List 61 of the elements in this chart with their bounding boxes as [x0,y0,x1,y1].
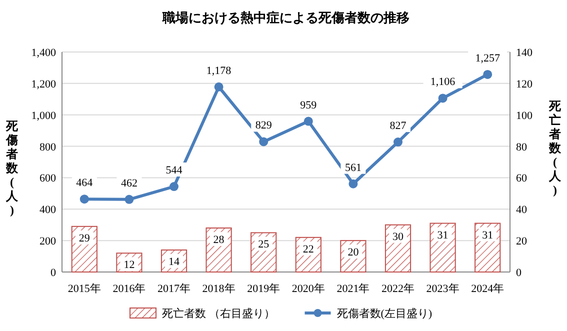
y-tick-label: 200 [40,236,56,248]
y2-tick-label: 100 [516,110,533,122]
data-label: 25 [258,238,270,251]
y2-tick-label: 0 [516,267,522,279]
y-tick-label: 800 [40,141,56,154]
data-label: 14 [168,256,180,268]
data-label: 12 [124,259,135,272]
y2-tick-label: 80 [516,141,528,154]
data-label: 28 [213,234,225,246]
point [438,94,448,103]
data-label: 462 [120,177,138,190]
legend-label: 死亡者数 （右目盛り） [162,307,275,320]
x-tick-label: 2024年 [471,283,504,295]
x-tick-label: 2015年 [68,283,101,295]
data-label: 561 [344,162,362,174]
y2-tick-label: 60 [516,172,528,185]
data-label: 31 [482,229,494,242]
x-tick-label: 2022年 [382,283,414,295]
y-tick-label: 1,000 [31,110,56,122]
y-axis-title: 死傷者数(人) [5,119,19,217]
x-tick-label: 2019年 [247,283,280,295]
chart-title: 職場における熱中症による死傷者数の推移 [162,10,410,25]
x-tick-label: 2017年 [158,283,190,295]
y2-tick-label: 140 [516,47,533,59]
data-label: 30 [392,230,404,243]
data-label: 1,257 [475,52,500,64]
legend-label: 死傷者数(左目盛り) [336,307,432,320]
y-tick-label: 1,400 [31,47,56,59]
data-label: 1,106 [430,76,456,88]
data-label: 22 [302,243,314,256]
y2-axis-title: 死亡者数(人) [548,99,562,197]
data-label: 959 [300,99,318,112]
x-tick-label: 2021年 [336,283,370,295]
point [483,70,492,79]
point [214,82,224,92]
y-tick-label: 0 [50,267,56,279]
point [124,194,134,204]
point [304,116,313,126]
data-label: 20 [348,246,360,259]
data-label: 544 [166,164,183,177]
x-tick-label: 2016年 [112,283,146,295]
data-label: 827 [390,120,407,132]
y2-tick-label: 120 [516,78,533,90]
x-tick-label: 2018年 [202,283,236,295]
x-tick-label: 2023年 [426,283,460,295]
data-label: 829 [255,120,272,132]
data-label: 31 [437,229,448,242]
data-label: 29 [78,232,90,244]
point [259,137,268,146]
y2-tick-label: 20 [516,236,528,248]
x-tick-label: 2020年 [292,283,325,295]
data-label: 1,178 [206,64,232,77]
y-tick-label: 600 [40,172,56,185]
point [348,179,358,188]
point [170,182,178,192]
y2-tick-label: 40 [516,204,528,216]
data-label: 464 [76,177,94,190]
point [80,194,89,204]
y-tick-label: 1,200 [31,78,56,90]
point [394,138,402,147]
y-tick-label: 400 [40,204,56,216]
